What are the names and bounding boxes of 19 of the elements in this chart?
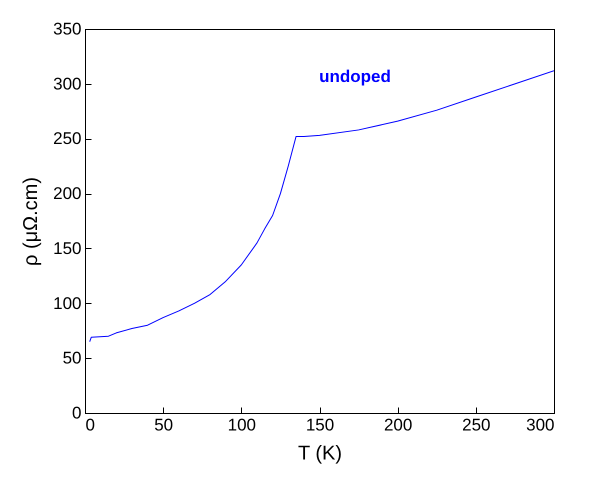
x-tick-label: 250 bbox=[462, 416, 491, 434]
x-tick-label: 0 bbox=[86, 416, 95, 434]
y-tick-label: 350 bbox=[53, 20, 82, 38]
x-tick-label: 100 bbox=[228, 416, 256, 434]
x-tick-label: 300 bbox=[526, 416, 554, 434]
x-tick-label: 200 bbox=[384, 416, 412, 434]
y-tick-label: 0 bbox=[72, 404, 82, 422]
x-tick-label: 150 bbox=[306, 416, 334, 434]
x-tick-label: 50 bbox=[154, 416, 174, 434]
y-tick-label: 300 bbox=[53, 74, 82, 94]
y-tick-label: 100 bbox=[53, 294, 82, 313]
y-tick-label: 250 bbox=[53, 129, 82, 148]
y-tick-label: 150 bbox=[53, 238, 82, 258]
y-axis-title: ρ (μΩ.cm) bbox=[20, 177, 42, 266]
y-tick-label: 50 bbox=[62, 348, 82, 368]
y-tick-label: 200 bbox=[53, 184, 82, 204]
x-axis-title: T (K) bbox=[298, 442, 342, 464]
text: undoped bbox=[319, 67, 391, 86]
line-series bbox=[89, 70, 554, 342]
